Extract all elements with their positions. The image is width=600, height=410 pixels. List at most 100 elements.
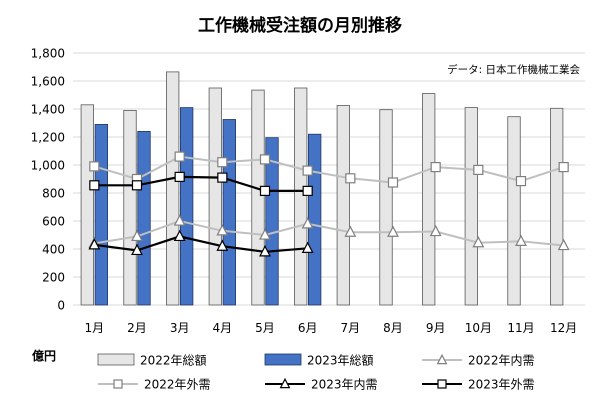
bar-2022年総額 (294, 87, 308, 306)
line-2022年外需 (94, 155, 564, 184)
bar-2023年総額 (137, 130, 151, 306)
chart-title: 工作機械受注額の月別推移 (198, 15, 402, 36)
point-2022年外需 (89, 161, 100, 172)
bar-2022年総額 (507, 116, 521, 306)
bar-2023年総額 (265, 137, 279, 306)
y-tick-label: 200 (42, 271, 65, 285)
y-tick-label: 600 (42, 215, 65, 229)
point-2022年内需 (344, 225, 357, 237)
y-tick-label: 0 (57, 299, 65, 313)
point-2022年内需 (387, 225, 399, 237)
bar-2022年総額 (251, 89, 265, 306)
legend-label: 2023年外需 (468, 378, 535, 392)
y-tick-label: 400 (42, 243, 65, 257)
x-tick-label: 7月 (341, 321, 361, 335)
x-tick-label: 6月 (298, 321, 318, 335)
point-2022年外需 (515, 176, 527, 187)
point-2023年外需 (174, 171, 185, 182)
point-2023年内需 (88, 238, 101, 250)
bar-marks (80, 71, 564, 306)
legend-marker (436, 353, 448, 365)
y-tick-label: 1,200 (31, 131, 65, 145)
point-2022年内需 (429, 224, 442, 237)
point-2022年内需 (301, 217, 314, 229)
legend-label: 2022年総額 (140, 354, 207, 368)
point-2022年外需 (430, 162, 441, 173)
y-tick-label: 1,000 (31, 159, 65, 173)
point-2023年外需 (302, 185, 313, 196)
point-2022年外需 (345, 173, 356, 184)
line-marks (88, 151, 570, 257)
bar-2022年総額 (464, 107, 478, 306)
legend-item: 2022年総額 (97, 353, 207, 368)
point-2022年内需 (131, 229, 143, 242)
y-tick-label: 800 (42, 187, 65, 201)
bar-2022年総額 (123, 110, 137, 306)
point-2023年外需 (131, 180, 143, 191)
legend-marker (113, 379, 123, 389)
bar-2023年総額 (308, 133, 322, 306)
x-tick-label: 1月 (85, 321, 105, 335)
legend-marker (437, 379, 447, 389)
bar-2022年総額 (80, 104, 94, 306)
point-2022年外需 (302, 165, 313, 176)
legend-label: 2022年外需 (144, 378, 211, 392)
gridlines (73, 52, 585, 306)
line-2022年内需 (94, 219, 564, 247)
point-2022年外需 (558, 162, 569, 173)
x-tick-label: 4月 (213, 321, 233, 335)
bar-2022年総額 (166, 71, 180, 306)
x-tick-label: 11月 (507, 321, 534, 335)
line-2023年内需 (94, 235, 308, 253)
x-tick-label: 5月 (255, 321, 275, 335)
bar-2022年総額 (336, 105, 350, 306)
point-2022年内需 (557, 238, 570, 251)
x-axis: 1月 2月 3月 4月 5月 6月 7月 8月 9月 10月 11月 12月 (85, 321, 578, 335)
x-tick-label: 12月 (550, 321, 577, 335)
x-tick-label: 2月 (127, 321, 147, 335)
point-2022年外需 (387, 177, 399, 188)
point-2022年内需 (515, 234, 527, 246)
bar-2023年総額 (94, 124, 108, 306)
legend: 2022年総額 2023年総額 2022年内需 2022年外需 2023年内需 2023年… (97, 353, 535, 392)
point-2022年内需 (259, 228, 271, 240)
legend-item: 2022年外需 (98, 378, 211, 392)
point-2022年内需 (173, 214, 186, 226)
point-2022年内需 (216, 224, 229, 236)
legend-marker (279, 377, 291, 389)
point-2023年外需 (89, 180, 100, 191)
point-2022年外需 (259, 154, 271, 165)
point-2023年外需 (217, 172, 228, 183)
y-tick-label: 1,400 (31, 103, 65, 117)
x-tick-label: 3月 (170, 321, 190, 335)
line-2023年外需 (94, 175, 308, 192)
x-tick-label: 9月 (426, 321, 446, 335)
legend-swatch (264, 353, 302, 366)
bar-2022年総額 (379, 109, 393, 306)
point-2023年内需 (259, 245, 271, 257)
point-2023年内需 (173, 229, 186, 242)
legend-label: 2022年内需 (468, 354, 535, 368)
legend-item: 2023年内需 (265, 378, 378, 392)
point-2023年内需 (301, 241, 314, 253)
chart-source-note: データ: 日本工作機械工業会 (447, 63, 580, 76)
legend-item: 2023年外需 (422, 378, 535, 392)
legend-item: 2023年総額 (264, 353, 374, 368)
legend-swatch (97, 353, 135, 366)
point-2022年外需 (473, 164, 484, 175)
bar-2022年総額 (550, 107, 564, 306)
y-tick-label: 1,800 (31, 47, 65, 61)
point-2023年外需 (259, 185, 271, 196)
bar-2023年総額 (180, 107, 194, 306)
legend-label: 2023年総額 (307, 354, 374, 368)
bar-2022年総額 (422, 93, 436, 306)
bar-2022年総額 (208, 87, 222, 306)
unit-label: 億円 (32, 348, 56, 363)
point-2023年内需 (216, 239, 229, 251)
legend-item: 2022年内需 (422, 354, 535, 368)
y-tick-label: 1,600 (31, 75, 65, 89)
point-2022年外需 (217, 157, 228, 168)
x-tick-label: 10月 (465, 321, 492, 335)
